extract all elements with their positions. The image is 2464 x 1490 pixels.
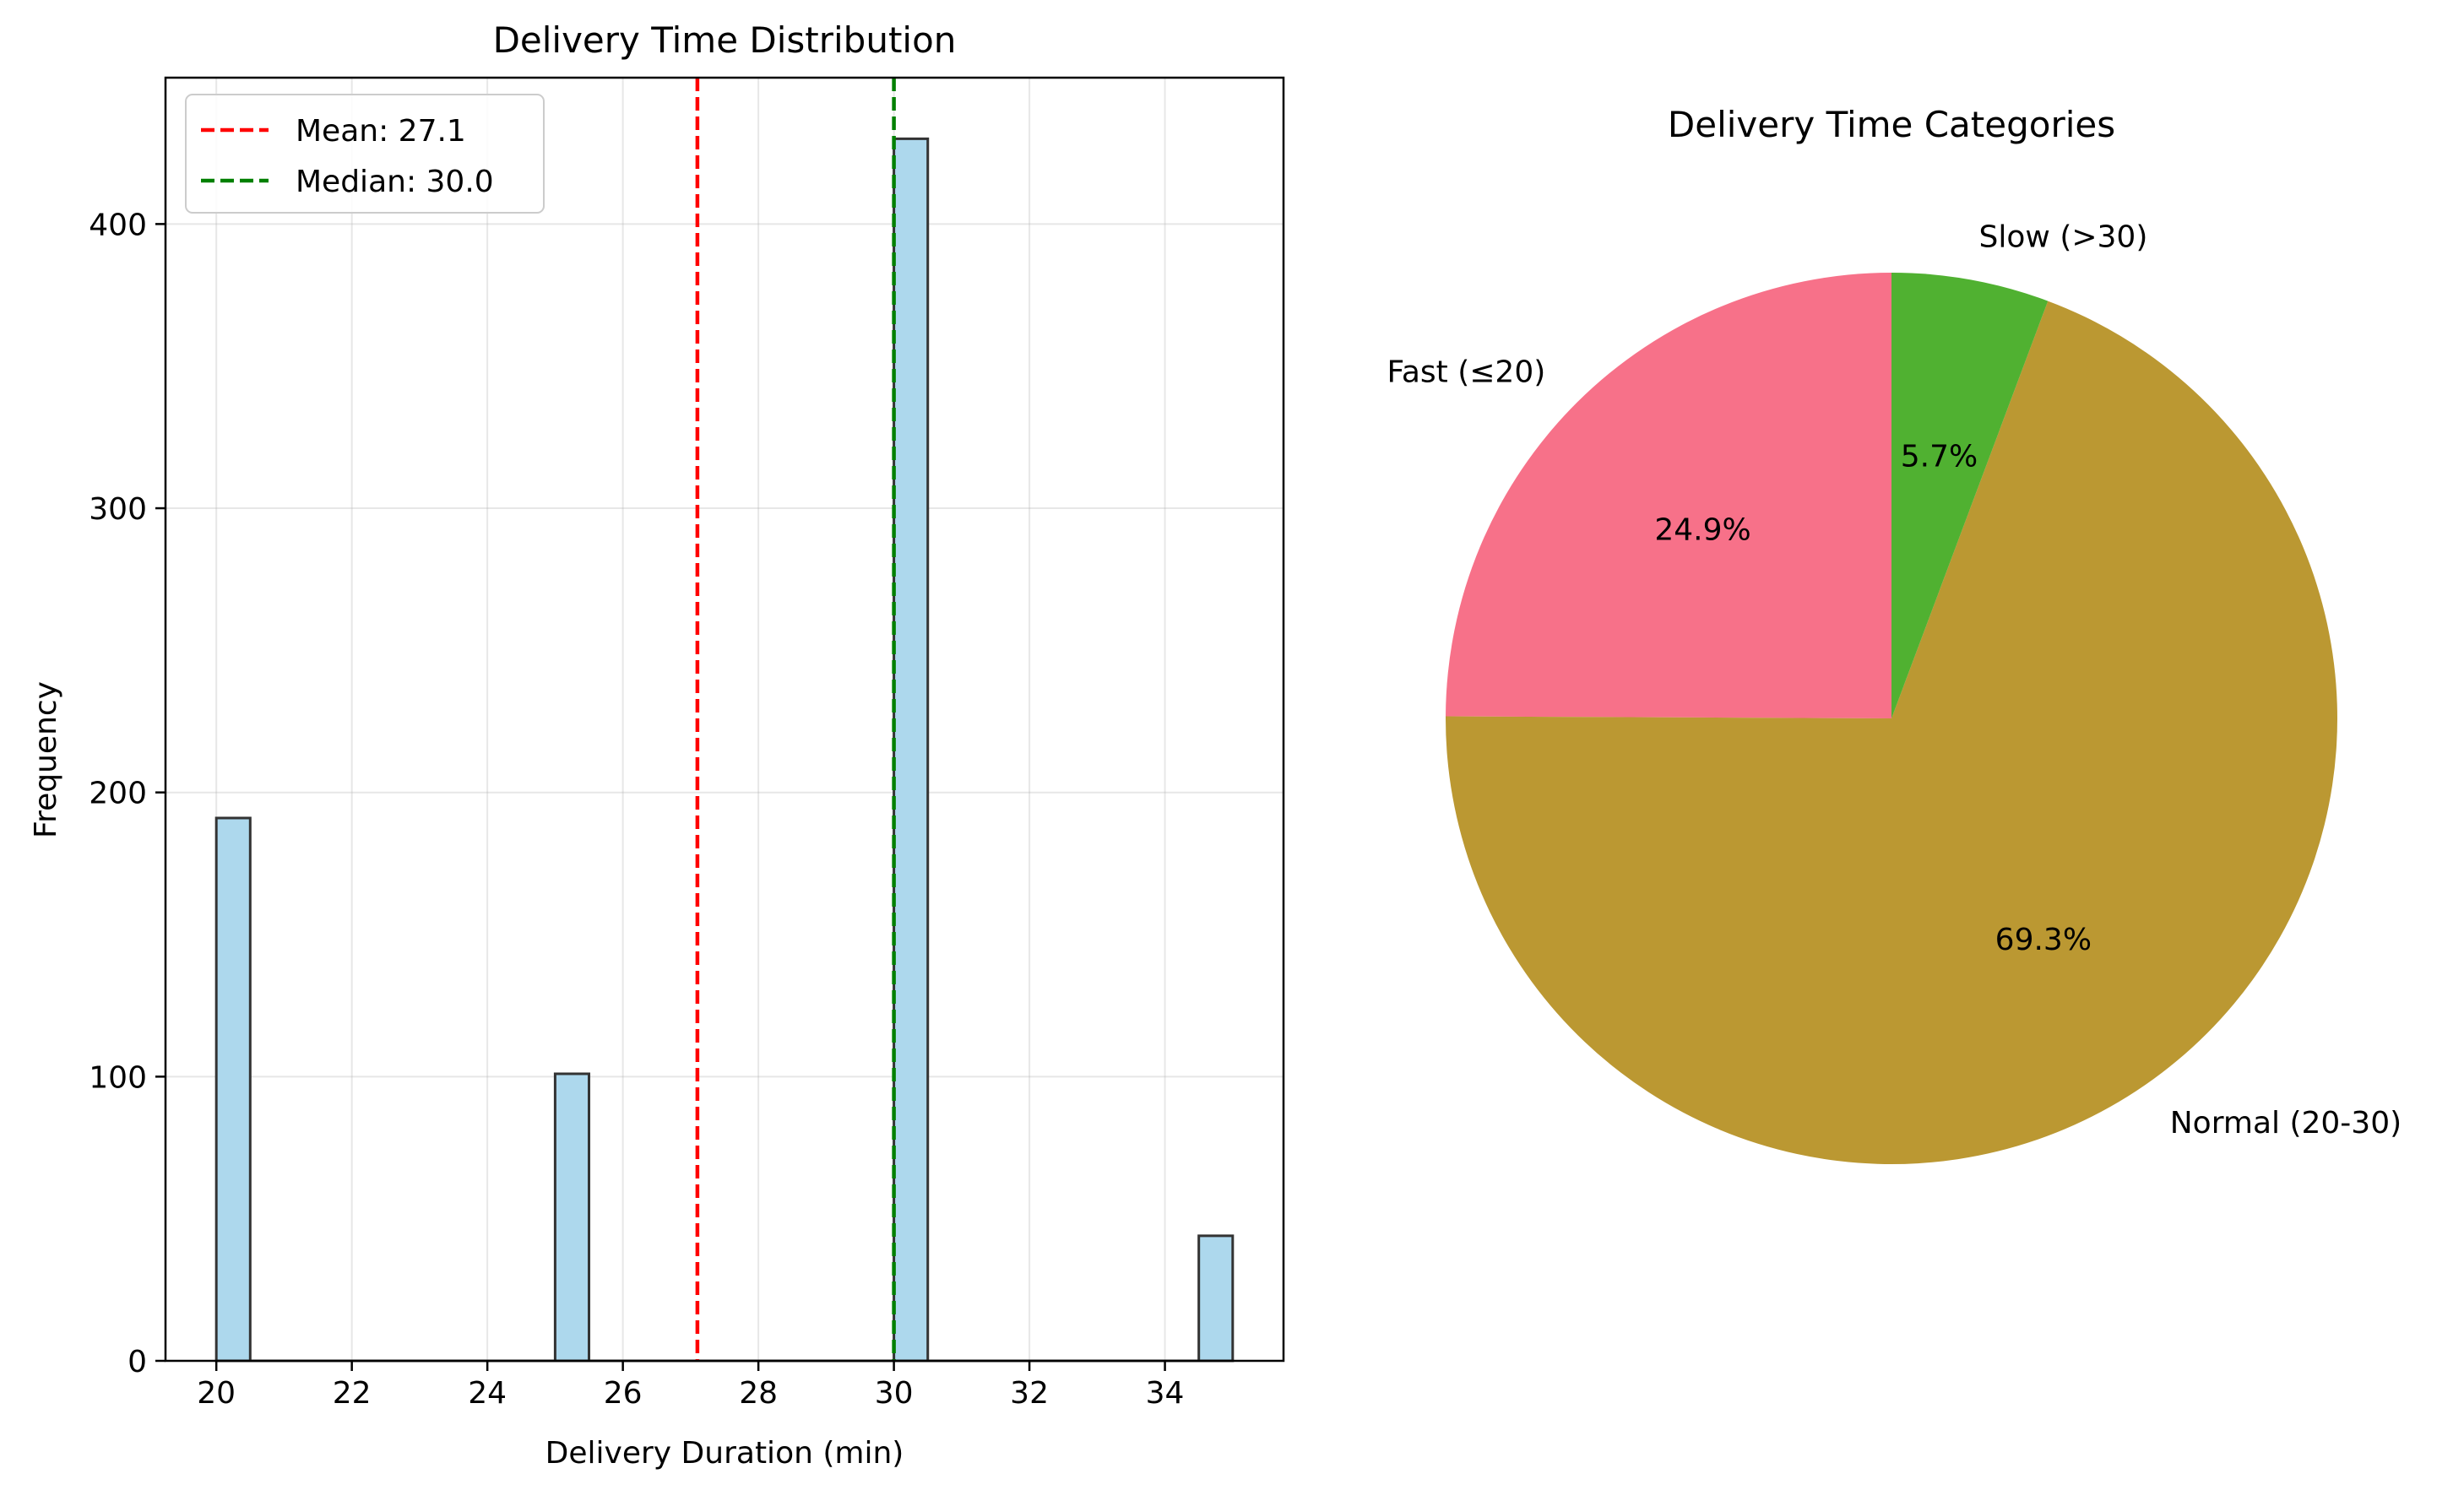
x-tick-label: 32 [1010, 1376, 1049, 1411]
pie-chart: Delivery Time Categories 24.9% Fast (≤20)… [1387, 104, 2402, 1165]
y-tick-label: 200 [89, 777, 147, 811]
histogram-plot-frame [164, 76, 1285, 1363]
histogram-chart: Delivery Time Distribution 20 22 24 26 28 30 3… [29, 19, 1285, 1471]
histogram-x-ticks: 20 22 24 26 28 30 32 34 [197, 1361, 1184, 1411]
histogram-bar [214, 816, 252, 1363]
histogram-bar [553, 1072, 591, 1363]
pie-category-label: Slow (>30) [1979, 220, 2148, 255]
x-tick-label: 24 [468, 1376, 507, 1411]
y-tick-label: 400 [89, 208, 147, 242]
y-tick-label: 300 [89, 492, 147, 527]
legend-label: Mean: 27.1 [296, 114, 466, 149]
histogram-x-axis-label: Delivery Duration (min) [545, 1436, 904, 1471]
x-tick-label: 30 [875, 1376, 914, 1411]
legend-label: Median: 30.0 [296, 165, 494, 199]
pie-slice [1891, 273, 2049, 718]
histogram-y-axis-label: Frequency [29, 681, 63, 838]
pie-category-label: Normal (20-30) [2170, 1106, 2402, 1141]
pie-percent-label: 69.3% [1995, 923, 2092, 957]
x-tick-label: 28 [739, 1376, 778, 1411]
pie-labels: 24.9% Fast (≤20) 69.3% Normal (20-30) 5.7% Sl… [1387, 220, 2402, 1141]
pie-title: Delivery Time Categories [1668, 104, 2115, 145]
pie-slices [1445, 273, 2337, 1165]
histogram-legend: Mean: 27.1 Median: 30.0 [185, 94, 545, 214]
pie-slice [1446, 273, 1891, 718]
histogram-reference-lines [695, 78, 896, 1361]
histogram-bar [893, 137, 930, 1363]
histogram-bars [214, 137, 1235, 1363]
x-tick-label: 22 [333, 1376, 372, 1411]
legend-box [185, 94, 545, 214]
histogram-title: Delivery Time Distribution [493, 19, 957, 61]
x-tick-label: 34 [1146, 1376, 1185, 1411]
y-tick-label: 0 [128, 1345, 147, 1379]
y-tick-label: 100 [89, 1060, 147, 1095]
histogram-bar [1197, 1234, 1235, 1363]
pie-category-label: Fast (≤20) [1387, 355, 1545, 389]
pie-slice [1445, 301, 2337, 1165]
x-tick-label: 26 [604, 1376, 643, 1411]
pie-percent-label: 5.7% [1901, 439, 1978, 474]
histogram-y-ticks: 0 100 200 300 400 [89, 208, 166, 1379]
pie-percent-label: 24.9% [1654, 512, 1750, 547]
x-tick-label: 20 [197, 1376, 236, 1411]
